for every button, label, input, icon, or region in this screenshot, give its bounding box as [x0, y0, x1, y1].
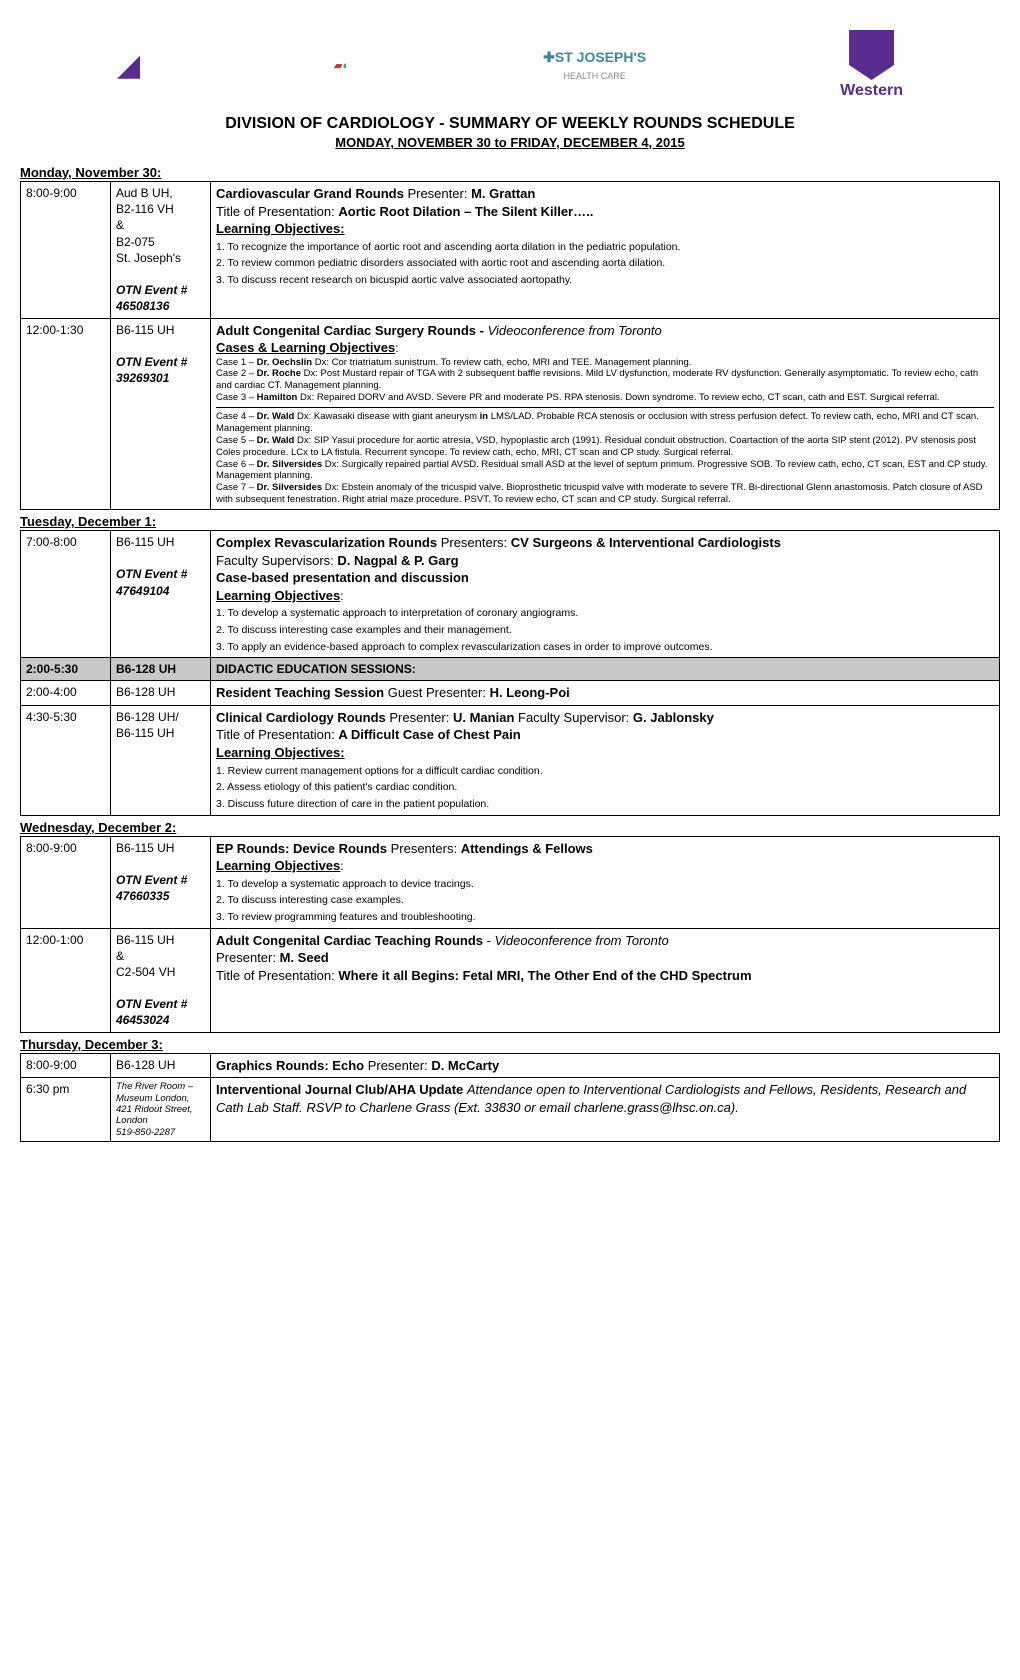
- logo-stjoseph-text: ST JOSEPH'S: [555, 49, 646, 65]
- description-cell: Adult Congenital Cardiac Surgery Rounds …: [211, 318, 1000, 510]
- time-cell: 8:00-9:00: [21, 182, 111, 319]
- description-cell: Clinical Cardiology Rounds Presenter: U.…: [211, 705, 1000, 815]
- time-cell: 8:00-9:00: [21, 836, 111, 928]
- table-row: 7:00-8:00 B6-115 UH OTN Event # 47649104…: [21, 531, 1000, 658]
- location-cell: B6-128 UH: [111, 1053, 211, 1078]
- logo-left-icon: ◢: [117, 48, 140, 83]
- day-header-mon: Monday, November 30:: [20, 165, 1000, 180]
- day-header-thu: Thursday, December 3:: [20, 1037, 1000, 1052]
- day-header-tue: Tuesday, December 1:: [20, 514, 1000, 529]
- location-cell: B6-115 UH & C2-504 VH OTN Event # 464530…: [111, 928, 211, 1032]
- location-cell: B6-115 UH OTN Event # 47649104: [111, 531, 211, 658]
- time-cell: 6:30 pm: [21, 1078, 111, 1142]
- table-row-gray: 2:00-5:30 B6-128 UH DIDACTIC EDUCATION S…: [21, 658, 1000, 681]
- table-row: 2:00-4:00 B6-128 UH Resident Teaching Se…: [21, 681, 1000, 706]
- page-title: DIVISION OF CARDIOLOGY - SUMMARY OF WEEK…: [20, 115, 1000, 133]
- location-cell: B6-115 UH OTN Event # 39269301: [111, 318, 211, 510]
- shield-icon: [849, 30, 894, 80]
- schedule-table-mon: 8:00-9:00 Aud B UH, B2-116 VH & B2-075 S…: [20, 181, 1000, 510]
- logo-stjoseph: ✚ST JOSEPH'S HEALTH CARE: [543, 49, 646, 82]
- time-cell: 2:00-4:00: [21, 681, 111, 706]
- location-cell: B6-128 UH: [111, 681, 211, 706]
- logo-western-text: Western: [840, 82, 903, 99]
- description-cell: Adult Congenital Cardiac Teaching Rounds…: [211, 928, 1000, 1032]
- case-list: Case 1 – Dr. Oechslin Dx: Cor triatriatu…: [216, 357, 994, 507]
- time-cell: 12:00-1:00: [21, 928, 111, 1032]
- logo-stjoseph-sub: HEALTH CARE: [563, 71, 625, 81]
- logo-western: Western: [840, 30, 903, 100]
- location-cell: B6-115 UH OTN Event # 47660335: [111, 836, 211, 928]
- table-row: 8:00-9:00 B6-128 UH Graphics Rounds: Ech…: [21, 1053, 1000, 1078]
- description-cell: Interventional Journal Club/AHA Update A…: [211, 1078, 1000, 1142]
- schedule-table-tue: 7:00-8:00 B6-115 UH OTN Event # 47649104…: [20, 530, 1000, 815]
- description-cell: DIDACTIC EDUCATION SESSIONS:: [211, 658, 1000, 681]
- logo-misc-icon: ▰◐: [334, 59, 349, 72]
- description-cell: Graphics Rounds: Echo Presenter: D. McCa…: [211, 1053, 1000, 1078]
- location-cell: The River Room – Museum London, 421 Rido…: [111, 1078, 211, 1142]
- logo-row: ◢ ▰◐ ✚ST JOSEPH'S HEALTH CARE Western: [20, 30, 1000, 100]
- table-row: 12:00-1:30 B6-115 UH OTN Event # 3926930…: [21, 318, 1000, 510]
- otn-event: OTN Event # 46508136: [116, 283, 187, 313]
- location-cell: Aud B UH, B2-116 VH & B2-075 St. Joseph'…: [111, 182, 211, 319]
- otn-event: OTN Event # 47660335: [116, 873, 187, 903]
- otn-event: OTN Event # 39269301: [116, 355, 187, 385]
- day-header-wed: Wednesday, December 2:: [20, 820, 1000, 835]
- table-row: 8:00-9:00 B6-115 UH OTN Event # 47660335…: [21, 836, 1000, 928]
- description-cell: Cardiovascular Grand Rounds Presenter: M…: [211, 182, 1000, 319]
- location-cell: B6-128 UH: [111, 658, 211, 681]
- table-row: 6:30 pm The River Room – Museum London, …: [21, 1078, 1000, 1142]
- description-cell: EP Rounds: Device Rounds Presenters: Att…: [211, 836, 1000, 928]
- table-row: 12:00-1:00 B6-115 UH & C2-504 VH OTN Eve…: [21, 928, 1000, 1032]
- schedule-table-thu: 8:00-9:00 B6-128 UH Graphics Rounds: Ech…: [20, 1053, 1000, 1143]
- description-cell: Resident Teaching Session Guest Presente…: [211, 681, 1000, 706]
- time-cell: 8:00-9:00: [21, 1053, 111, 1078]
- page-subtitle: MONDAY, NOVEMBER 30 to FRIDAY, DECEMBER …: [20, 135, 1000, 150]
- time-cell: 7:00-8:00: [21, 531, 111, 658]
- schedule-table-wed: 8:00-9:00 B6-115 UH OTN Event # 47660335…: [20, 836, 1000, 1033]
- time-cell: 12:00-1:30: [21, 318, 111, 510]
- otn-event: OTN Event # 47649104: [116, 567, 187, 597]
- time-cell: 4:30-5:30: [21, 705, 111, 815]
- location-cell: B6-128 UH/ B6-115 UH: [111, 705, 211, 815]
- table-row: 4:30-5:30 B6-128 UH/ B6-115 UH Clinical …: [21, 705, 1000, 815]
- description-cell: Complex Revascularization Rounds Present…: [211, 531, 1000, 658]
- table-row: 8:00-9:00 Aud B UH, B2-116 VH & B2-075 S…: [21, 182, 1000, 319]
- time-cell: 2:00-5:30: [21, 658, 111, 681]
- otn-event: OTN Event # 46453024: [116, 997, 187, 1027]
